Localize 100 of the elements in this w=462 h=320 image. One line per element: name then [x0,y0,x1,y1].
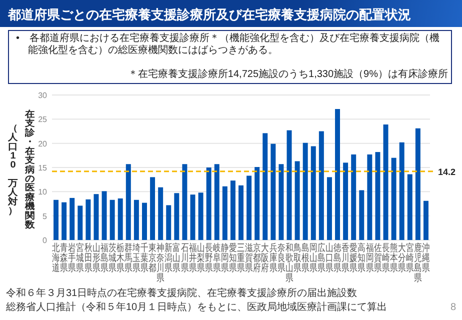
bar [415,128,420,240]
x-tick-label: 大阪府 [261,242,270,274]
bar [238,185,244,240]
x-tick-label: 福岡県 [366,242,374,274]
bar [102,191,107,240]
bar [118,198,123,240]
bar [222,186,228,240]
text: （人口10 万人対） [8,123,18,217]
bar [70,198,75,240]
x-tick-label: 徳島県 [334,242,342,274]
bar [286,130,292,240]
x-tick-label: 熊本県 [390,242,398,274]
bar [407,174,412,240]
bar [270,144,276,240]
bar [150,177,156,240]
x-tick-label: 東京都 [148,242,156,274]
bar [158,187,164,240]
bar [190,194,196,240]
bar [182,164,188,240]
bar [206,168,212,240]
x-tick-label: 北海道 [52,242,60,274]
bar [278,164,284,240]
x-tick-label: 鹿児島県 [414,242,422,284]
text: 令和６年３月31日時点の在宅療養支援病院、在宅療養支援診療所の届出施設数 [6,288,358,300]
x-tick-label: 石川県 [180,242,189,274]
text: 在支診・在支病の医療機関数 [24,109,36,230]
x-tick-label: 福井県 [188,242,197,274]
x-tick-label: 山口県 [326,242,334,274]
y-tick-label: 5 [42,212,48,221]
chart-subtitle: • 各都道府県における在宅療養支援診療所＊（機能強化型を含む）及び在宅療養支援病院（機能強化型を含む）の総医療機関数にはばらつきがある。 [16,33,441,57]
bar [110,200,115,240]
bar [367,154,372,240]
x-tick-label: 静岡県 [221,242,229,274]
x-tick-label: 埼玉県 [132,242,140,274]
bar [302,142,308,240]
x-tick-label: 青森県 [60,242,68,274]
bar [142,202,147,240]
bar [54,200,59,240]
x-tick-label: 栃木県 [116,242,124,274]
x-tick-label: 滋賀県 [245,242,253,274]
bar [383,124,388,240]
bar [335,109,340,240]
x-tick-label: 和歌山県 [285,242,294,284]
x-tick-label: 長崎県 [382,242,390,274]
x-tick-label: 千葉県 [140,242,148,274]
chart-title: 都道府県ごとの在宅療養支援診療所及び在宅療養支援病院の配置状況 [8,6,412,24]
text: 8 [450,302,456,314]
ref-line-label: 14.2 [438,166,456,177]
bar [78,206,83,240]
bar [318,131,324,240]
bar [343,162,348,240]
x-tick-label: 兵庫県 [269,242,278,274]
bar [166,205,172,240]
x-tick-label: 茨城県 [108,242,116,274]
x-tick-label: 群馬県 [124,242,132,274]
x-tick-label: 山梨県 [196,242,205,274]
x-tick-label: 京都府 [253,242,261,274]
bar [126,164,131,240]
bar [174,193,180,240]
x-tick-label: 神奈川県 [156,242,164,284]
bar [246,176,252,240]
x-tick-label: 長野県 [204,242,213,274]
y-tick-label: 25 [38,115,48,124]
y-tick-label: 0 [42,236,48,245]
x-tick-label: 広島県 [318,242,326,274]
x-tick-label: 福島県 [100,242,108,274]
x-tick-label: 愛知県 [229,242,237,274]
bar [326,177,332,240]
bar [214,164,220,240]
y-tick-label: 15 [38,164,48,172]
bar [375,152,380,240]
x-tick-label: 沖縄県 [421,242,430,274]
bar [94,194,99,240]
x-tick-label: 高知県 [358,242,366,274]
x-tick-label: 岐阜県 [212,242,221,274]
bar [134,200,139,240]
bar [391,158,396,240]
x-tick-label: 宮崎県 [406,242,414,274]
x-tick-label: 秋田県 [84,242,92,274]
bar [359,190,364,240]
x-tick-label: 大分県 [398,242,406,274]
bar [62,202,67,240]
text: ＊在宅療養支援診療所14,725施設のうち1,330施設（9%）は有床診療所 [128,69,448,81]
x-tick-label: 島根県 [301,242,310,274]
x-tick-label: 香川県 [342,242,350,274]
x-tick-label: 鳥取県 [292,242,302,274]
bar [399,142,404,240]
x-tick-label: 岡山県 [309,242,318,274]
y-tick-label: 20 [38,139,48,148]
x-tick-label: 新潟県 [164,242,173,274]
bar [86,199,91,240]
x-tick-label: 佐賀県 [374,242,382,274]
x-tick-label: 富山県 [172,242,181,274]
bar [310,146,316,240]
x-tick-label: 岩手県 [68,242,76,274]
bar [230,180,236,240]
text: 総務省人口推計（令和５年10月１日時点）をもとに、医政局地域医療計画課にて算出 [6,302,388,314]
x-tick-label: 宮城県 [75,242,84,274]
bar [351,154,356,240]
bar [262,133,268,240]
